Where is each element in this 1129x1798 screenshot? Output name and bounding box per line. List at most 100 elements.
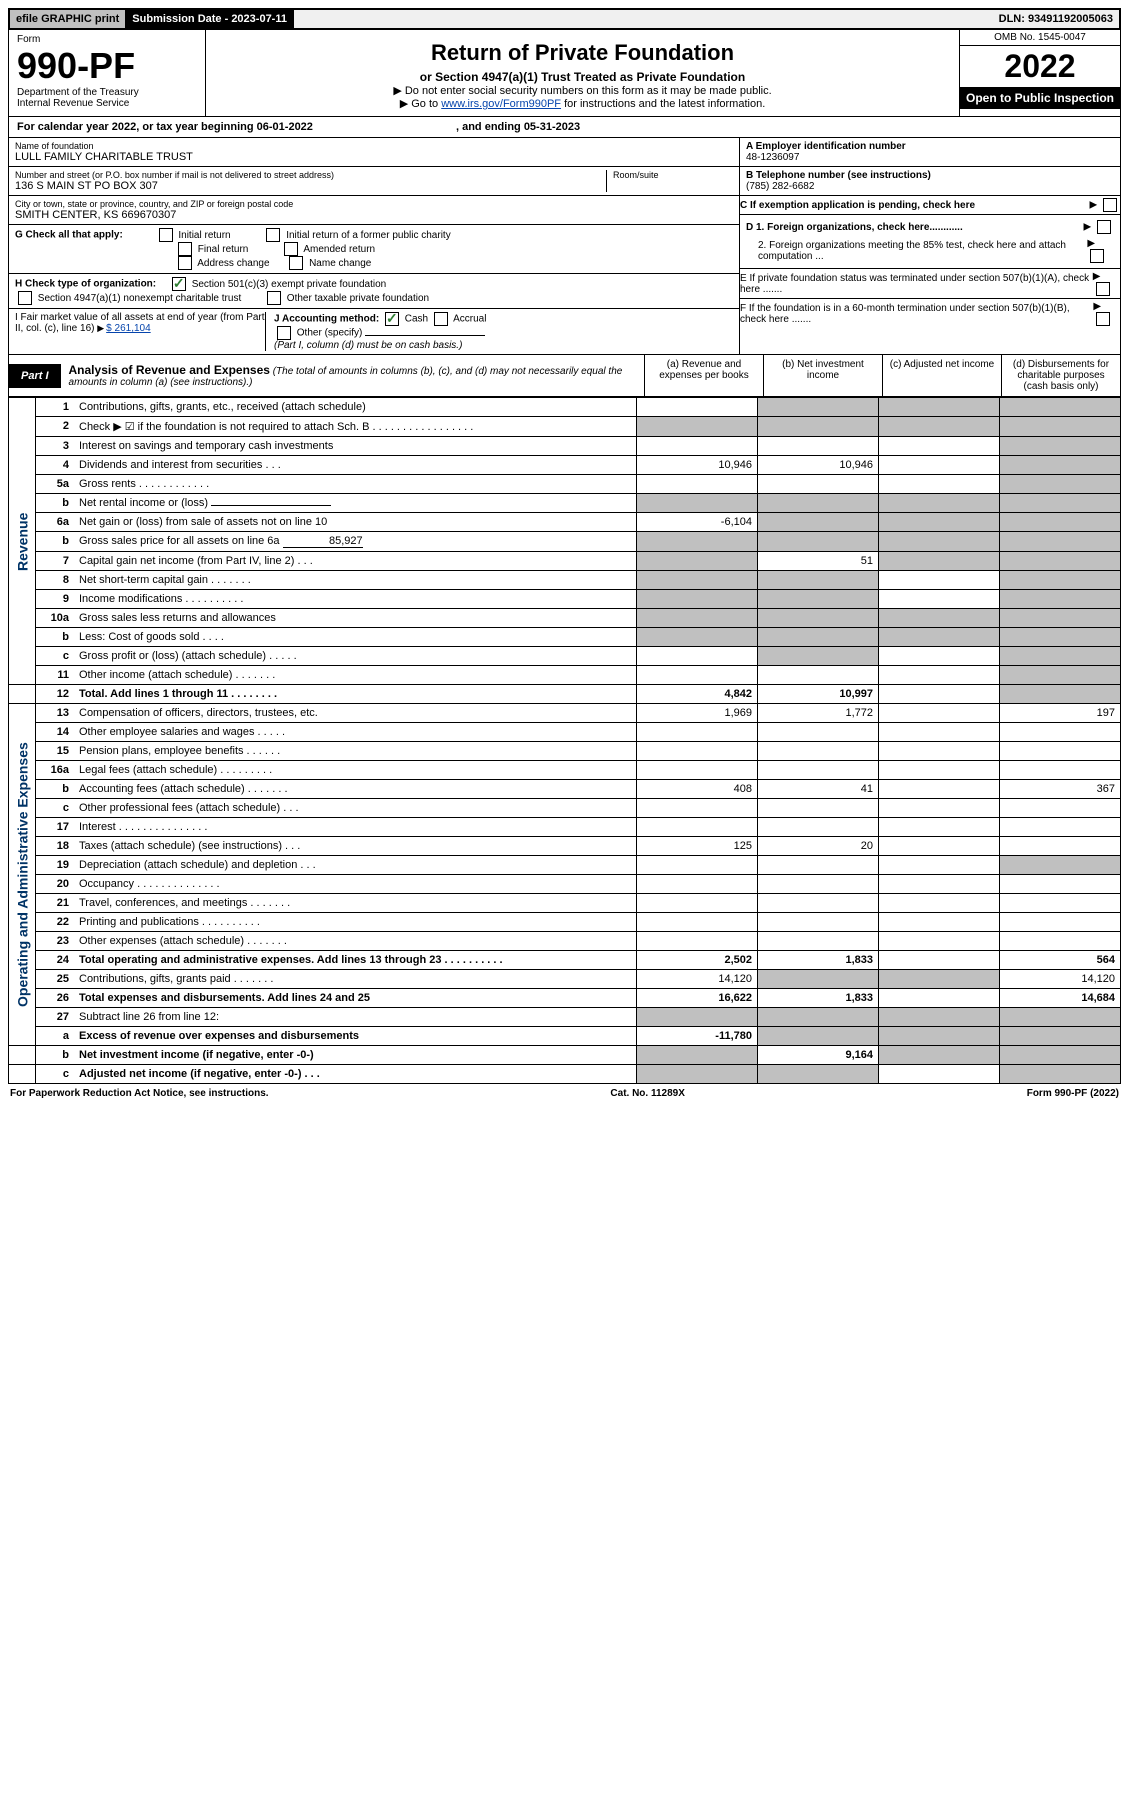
ein-cell: A Employer identification number 48-1236… [740, 138, 1120, 167]
foundation-name: LULL FAMILY CHARITABLE TRUST [15, 151, 733, 163]
checkbox-other[interactable] [277, 326, 291, 340]
row-desc: Net short-term capital gain . . . . . . … [74, 571, 637, 590]
checkbox-initial-return[interactable] [159, 228, 173, 242]
row-desc: Gross sales price for all assets on line… [74, 532, 637, 552]
row-desc: Net gain or (loss) from sale of assets n… [74, 513, 637, 532]
table-row: 10aGross sales less returns and allowanc… [9, 609, 1121, 628]
note-2: ▶ Go to www.irs.gov/Form990PF for instru… [212, 97, 953, 110]
top-bar: efile GRAPHIC print Submission Date - 20… [8, 8, 1121, 30]
irs: Internal Revenue Service [17, 98, 197, 109]
table-row: bNet investment income (if negative, ent… [9, 1046, 1121, 1065]
table-row: 23Other expenses (attach schedule) . . .… [9, 932, 1121, 951]
checkbox-cash[interactable] [385, 312, 399, 326]
column-headers: (a) Revenue and expenses per books (b) N… [644, 355, 1120, 396]
row-desc: Occupancy . . . . . . . . . . . . . . [74, 875, 637, 894]
row-num: 3 [36, 437, 75, 456]
checkbox-name-change[interactable] [289, 256, 303, 270]
checkbox-f[interactable] [1096, 312, 1110, 326]
d2-label: 2. Foreign organizations meeting the 85%… [746, 240, 1087, 262]
g-label: G Check all that apply: [15, 230, 123, 241]
row-desc: Compensation of officers, directors, tru… [74, 704, 637, 723]
row-desc: Legal fees (attach schedule) . . . . . .… [74, 761, 637, 780]
name-label: Name of foundation [15, 141, 733, 151]
row-desc: Other professional fees (attach schedule… [74, 799, 637, 818]
table-row: 8Net short-term capital gain . . . . . .… [9, 571, 1121, 590]
header-right: OMB No. 1545-0047 2022 Open to Public In… [959, 30, 1120, 116]
row-desc: Printing and publications . . . . . . . … [74, 913, 637, 932]
submission-date: Submission Date - 2023-07-11 [126, 10, 294, 28]
table-row: 25Contributions, gifts, grants paid . . … [9, 970, 1121, 989]
f-label: F If the foundation is in a 60-month ter… [740, 303, 1093, 325]
checkbox-c[interactable] [1103, 198, 1117, 212]
checkbox-amended[interactable] [284, 242, 298, 256]
row-desc: Subtract line 26 from line 12: [74, 1008, 637, 1027]
checkbox-final-return[interactable] [178, 242, 192, 256]
city: SMITH CENTER, KS 669670307 [15, 209, 733, 221]
row-num: 27 [36, 1008, 75, 1027]
amt: 14,684 [1000, 989, 1121, 1008]
h-label: H Check type of organization: [15, 279, 156, 290]
row-desc: Taxes (attach schedule) (see instruction… [74, 837, 637, 856]
checkbox-501c3[interactable] [172, 277, 186, 291]
row-num: c [36, 647, 75, 666]
checkbox-4947[interactable] [18, 291, 32, 305]
row-num: 22 [36, 913, 75, 932]
addr-label: Number and street (or P.O. box number if… [15, 170, 606, 180]
form-link[interactable]: www.irs.gov/Form990PF [441, 98, 561, 110]
row-desc: Income modifications . . . . . . . . . . [74, 590, 637, 609]
row-num: 10a [36, 609, 75, 628]
row-desc: Travel, conferences, and meetings . . . … [74, 894, 637, 913]
calendar-year-row: For calendar year 2022, or tax year begi… [8, 117, 1121, 138]
amt: 367 [1000, 780, 1121, 799]
g-opt-5: Name change [309, 258, 371, 269]
row-num: 4 [36, 456, 75, 475]
d-cell: D 1. Foreign organizations, check here..… [740, 215, 1120, 269]
checkbox-initial-public[interactable] [266, 228, 280, 242]
row-desc: Accounting fees (attach schedule) . . . … [74, 780, 637, 799]
row-desc: Interest on savings and temporary cash i… [74, 437, 637, 456]
fmv-value: $ 261,104 [106, 323, 151, 334]
table-row: 6aNet gain or (loss) from sale of assets… [9, 513, 1121, 532]
table-row: 4Dividends and interest from securities … [9, 456, 1121, 475]
j-label: J Accounting method: [274, 314, 379, 325]
amt: 1,833 [758, 989, 879, 1008]
h-opt3: Other taxable private foundation [287, 293, 429, 304]
row-desc: Depreciation (attach schedule) and deple… [74, 856, 637, 875]
checkbox-d1[interactable] [1097, 220, 1111, 234]
form-label: Form [17, 34, 197, 45]
checkbox-addr-change[interactable] [178, 256, 192, 270]
j-note: (Part I, column (d) must be on cash basi… [274, 340, 462, 351]
row-num: 1 [36, 398, 75, 417]
table-row: 20Occupancy . . . . . . . . . . . . . . [9, 875, 1121, 894]
amt: 10,946 [758, 456, 879, 475]
row-num: 15 [36, 742, 75, 761]
table-row: 14Other employee salaries and wages . . … [9, 723, 1121, 742]
row-desc: Capital gain net income (from Part IV, l… [74, 552, 637, 571]
h-opt1: Section 501(c)(3) exempt private foundat… [192, 279, 387, 290]
row-num: a [36, 1027, 75, 1046]
address: 136 S MAIN ST PO BOX 307 [15, 180, 606, 192]
row-desc: Pension plans, employee benefits . . . .… [74, 742, 637, 761]
row-desc: Total operating and administrative expen… [74, 951, 637, 970]
checkbox-d2[interactable] [1090, 249, 1104, 263]
table-row: aExcess of revenue over expenses and dis… [9, 1027, 1121, 1046]
checkbox-e[interactable] [1096, 282, 1110, 296]
col-d: (d) Disbursements for charitable purpose… [1001, 355, 1120, 396]
row-desc: Other expenses (attach schedule) . . . .… [74, 932, 637, 951]
amt: -6,104 [637, 513, 758, 532]
row-num: c [36, 1065, 75, 1084]
checkbox-other-tax[interactable] [267, 291, 281, 305]
row-num: 2 [36, 417, 75, 437]
row-desc: Excess of revenue over expenses and disb… [74, 1027, 637, 1046]
omb-number: OMB No. 1545-0047 [960, 30, 1120, 46]
header-center: Return of Private Foundation or Section … [206, 30, 959, 116]
note-1: ▶ Do not enter social security numbers o… [212, 84, 953, 97]
table-row: 21Travel, conferences, and meetings . . … [9, 894, 1121, 913]
cal-end: , and ending 05-31-2023 [456, 121, 580, 133]
section-ij: I Fair market value of all assets at end… [9, 309, 739, 354]
table-row: 3Interest on savings and temporary cash … [9, 437, 1121, 456]
amt: 4,842 [637, 685, 758, 704]
checkbox-accrual[interactable] [434, 312, 448, 326]
amt: 10,946 [637, 456, 758, 475]
amt: 408 [637, 780, 758, 799]
